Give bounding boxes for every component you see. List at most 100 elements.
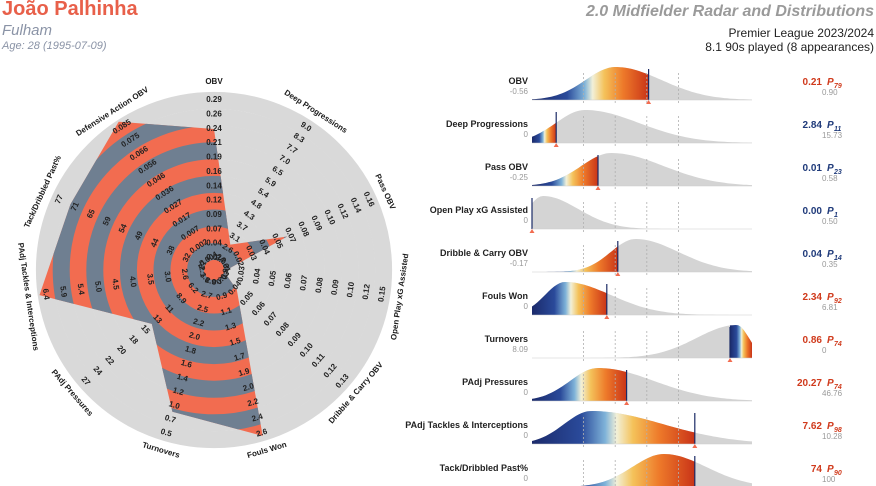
dist-player-marker-deep-progressions (553, 143, 559, 147)
team-name: Fulham (2, 22, 53, 39)
dist-label-turnovers: Turnovers (485, 334, 528, 344)
radar-scale-label-fouls-won-5: 1.7 (233, 351, 247, 363)
dist-max-deep-progressions: 15.73 (822, 131, 843, 140)
radar-scale-label-turnovers-5: 1.8 (184, 344, 198, 356)
radar-scale-label-fouls-won-9: 2.4 (251, 412, 265, 424)
radar-scale-label-turnovers-6: 1.6 (180, 358, 194, 370)
radar-scale-label-tack-dribbled-past-5: 54 (117, 222, 129, 234)
radar-scale-label-obv-1: 0.04 (206, 239, 222, 248)
dist-pct-prefix-tack-dribbled-past: P (827, 464, 834, 475)
radar-scale-label-obv-6: 0.16 (206, 167, 222, 176)
radar-scale-label-obv-0: 0.02 (206, 253, 222, 262)
dist-min-fouls-won: 0 (524, 302, 529, 311)
dist-pct-padj-tackles-interceptions: 98 (834, 427, 842, 434)
dist-label-tack-dribbled-past: Tack/Dribbled Past% (440, 463, 528, 473)
radar-scale-label-open-play-xg-assisted-5: 0.07 (298, 274, 309, 291)
dist-min-turnovers: 8.09 (512, 345, 528, 354)
dist-fill-tack-dribbled-past (532, 454, 695, 486)
dist-player-marker-fouls-won (604, 315, 610, 319)
radar-scale-label-fouls-won-4: 1.5 (228, 336, 242, 348)
dist-fill-fouls-won (532, 282, 607, 315)
dist-pct-prefix-padj-tackles-interceptions: P (827, 421, 834, 432)
dist-max-turnovers: 0 (822, 346, 827, 355)
radar-scale-label-obv-3: 0.09 (206, 210, 222, 219)
dist-curve-dribble-carry-obv (532, 239, 752, 272)
radar-center-fill (204, 260, 224, 280)
dist-pct-prefix-obv: P (827, 77, 834, 88)
radar-scale-label-turnovers-10: 0.7 (164, 413, 178, 425)
dist-max-padj-tackles-interceptions: 10.28 (822, 432, 843, 441)
dist-min-dribble-carry-obv: -0.17 (510, 259, 529, 268)
radar-scale-label-fouls-won-10: 2.6 (255, 427, 269, 439)
dist-value-open-play-xg-assisted: 0.00 (803, 206, 823, 217)
radar-scale-label-padj-tackles-interceptions-6: 5.0 (93, 280, 104, 293)
dist-pct-padj-pressures: 74 (834, 384, 842, 391)
radar-scale-label-tack-dribbled-past-6: 59 (101, 215, 113, 227)
dist-pct-obv: 79 (834, 83, 842, 90)
dist-fill-padj-tackles-interceptions (532, 411, 695, 444)
dist-pct-prefix-deep-progressions: P (827, 120, 834, 131)
radar-scale-label-open-play-xg-assisted-7: 0.09 (329, 278, 340, 295)
dist-label-open-play-xg-assisted: Open Play xG Assisted (430, 205, 528, 215)
dist-label-deep-progressions: Deep Progressions (446, 119, 528, 129)
radar-scale-label-obv-5: 0.14 (206, 181, 222, 190)
radar-scale-label-open-play-xg-assisted-0: 0.02 (220, 263, 231, 280)
dist-min-tack-dribbled-past: 0 (524, 474, 529, 483)
dist-label-fouls-won: Fouls Won (482, 291, 528, 301)
radar-scale-label-tack-dribbled-past-3: 44 (149, 237, 161, 249)
dist-pct-open-play-xg-assisted: 1 (834, 212, 838, 219)
dist-player-marker-open-play-xg-assisted (529, 229, 535, 233)
radar-scale-label-turnovers-7: 1.4 (176, 372, 190, 384)
radar-scale-label-tack-dribbled-past-2: 38 (165, 244, 177, 256)
dist-value-dribble-carry-obv: 0.04 (803, 249, 823, 260)
radar-scale-label-open-play-xg-assisted-10: 0.15 (376, 285, 387, 302)
dist-label-padj-pressures: PAdj Pressures (462, 377, 528, 387)
dist-pct-tack-dribbled-past: 90 (834, 470, 842, 477)
dist-max-tack-dribbled-past: 100 (822, 475, 836, 484)
radar-scale-label-tack-dribbled-past-4: 49 (133, 229, 145, 241)
radar-scale-label-open-play-xg-assisted-6: 0.08 (314, 276, 325, 293)
radar-scale-label-open-play-xg-assisted-2: 0.04 (251, 267, 262, 284)
radar-scale-label-open-play-xg-assisted-4: 0.06 (282, 272, 293, 289)
dist-min-padj-tackles-interceptions: 0 (524, 431, 529, 440)
dist-min-open-play-xg-assisted: 0 (524, 216, 529, 225)
dist-min-pass-obv: -0.25 (510, 173, 529, 182)
dist-max-obv: 0.90 (822, 88, 838, 97)
dist-pct-fouls-won: 92 (834, 298, 842, 305)
dist-min-deep-progressions: 0 (524, 130, 529, 139)
radar-scale-label-fouls-won-2: 1.1 (220, 305, 234, 317)
dist-player-marker-padj-pressures (624, 401, 630, 405)
radar-scale-label-open-play-xg-assisted-9: 0.12 (361, 283, 372, 300)
dist-pct-prefix-dribble-carry-obv: P (827, 249, 834, 260)
chart-title: 2.0 Midfielder Radar and Distributions (585, 3, 874, 20)
radar-scale-label-turnovers-3: 2.2 (192, 317, 206, 329)
radar-scale-label-obv-9: 0.24 (206, 124, 222, 133)
dist-max-dribble-carry-obv: 0.35 (822, 260, 838, 269)
radar-scale-label-tack-dribbled-past-0: 27 (197, 258, 209, 270)
dist-value-turnovers: 0.86 (803, 335, 823, 346)
dist-fill-deep-progressions (532, 110, 557, 143)
player-name: João Palhinha (2, 0, 138, 20)
radar-scale-label-tack-dribbled-past-7: 65 (85, 207, 97, 219)
dist-pct-prefix-open-play-xg-assisted: P (827, 206, 834, 217)
radar-scale-label-padj-tackles-interceptions-1: 2.6 (180, 268, 191, 281)
radar-scale-label-open-play-xg-assisted-1: 0.03 (236, 265, 247, 282)
radar-ring-9 (35, 91, 393, 449)
dist-label-padj-tackles-interceptions: PAdj Tackles & Interceptions (405, 420, 528, 430)
radar-slate-band-4 (119, 175, 288, 365)
dist-value-fouls-won: 2.34 (803, 292, 823, 303)
age-line: Age: 28 (1995-07-09) (2, 40, 107, 52)
radar-slate-bands (52, 121, 288, 432)
dist-value-tack-dribbled-past: 74 (811, 464, 823, 475)
dist-pct-turnovers: 74 (834, 341, 842, 348)
dist-pct-prefix-padj-pressures: P (827, 378, 834, 389)
dist-label-dribble-carry-obv: Dribble & Carry OBV (440, 248, 528, 258)
radar-slate-band-8 (52, 121, 288, 432)
dist-fill-pass-obv (532, 153, 598, 186)
dist-player-marker-turnovers (727, 358, 733, 362)
dist-value-padj-pressures: 20.27 (797, 378, 822, 389)
radar-scale-label-fouls-won-7: 2.0 (242, 381, 256, 393)
competition-label: Premier League 2023/2024 (728, 26, 874, 40)
